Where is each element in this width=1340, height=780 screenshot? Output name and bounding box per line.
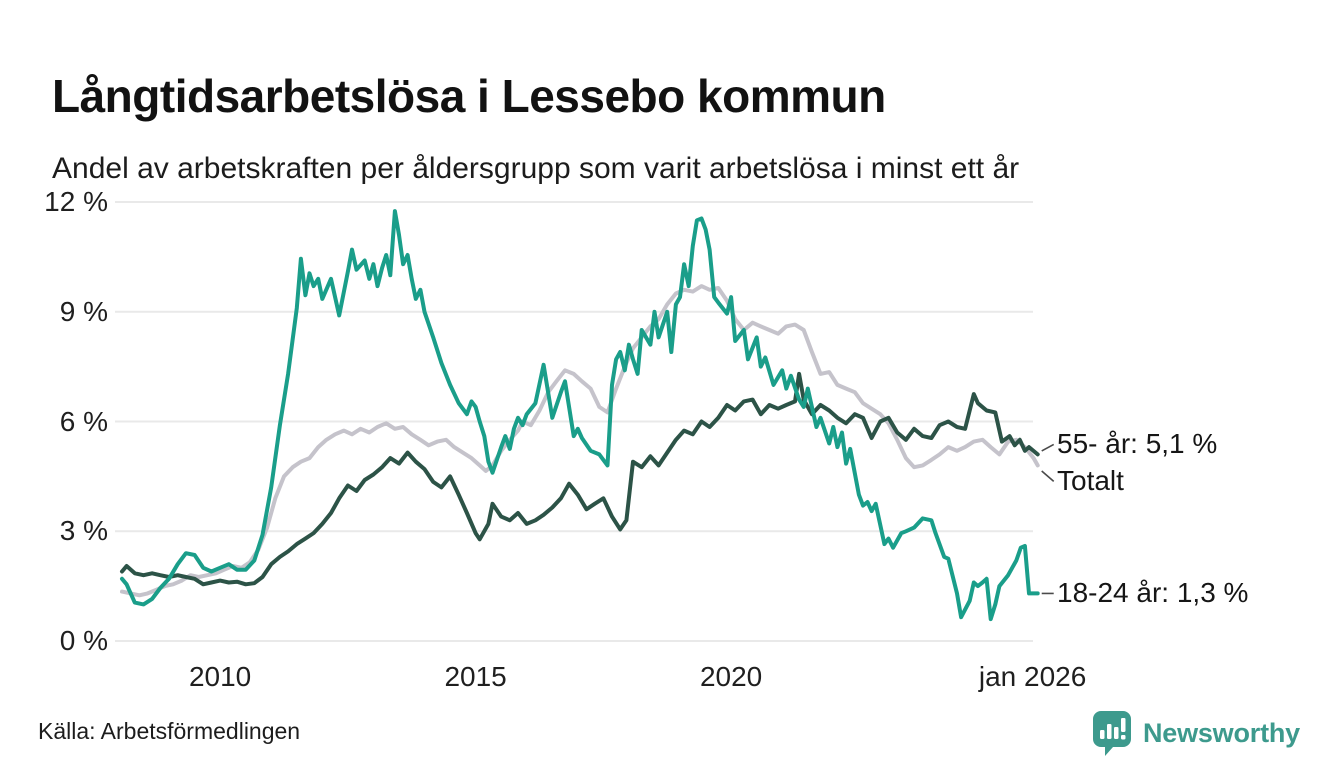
page-title: Långtidsarbetslösa i Lessebo kommun: [52, 69, 886, 122]
y-axis-tick-label: 12 %: [44, 186, 108, 217]
y-axis-tick-label: 6 %: [59, 405, 108, 437]
newsworthy-logo-icon: [1092, 711, 1131, 756]
series-label-totalt: Totalt: [1057, 465, 1124, 497]
y-axis-tick-label: 9 %: [59, 295, 108, 327]
series-label-18-24: 18-24 år: 1,3 %: [1057, 577, 1249, 609]
chart-subtitle: Andel av arbetskraften per åldersgrupp s…: [52, 152, 1020, 185]
x-axis-tick-label: 2010: [188, 661, 252, 692]
series-line-55: [120, 371, 1040, 587]
newsworthy-logo-text: Newsworthy: [1142, 717, 1300, 748]
series-line-18-24: [120, 209, 1040, 622]
newsworthy-logo: Newsworthy: [1092, 710, 1300, 756]
y-axis-tick-label: 3 %: [59, 515, 108, 547]
y-axis-tick-label: 0 %: [59, 625, 108, 656]
x-axis-tick-label: 2020: [699, 661, 763, 692]
series-line-totalt: [120, 284, 1040, 598]
x-axis-tick-label: 2015: [444, 661, 507, 692]
series-label-connector-55: [1041, 443, 1055, 452]
x-axis-tick-label: jan 2026: [978, 661, 1087, 692]
series-label-connector-totalt: [1041, 470, 1055, 483]
series-label-55: 55- år: 5,1 %: [1057, 428, 1218, 460]
source-note: Källa: Arbetsförmedlingen: [38, 718, 301, 744]
